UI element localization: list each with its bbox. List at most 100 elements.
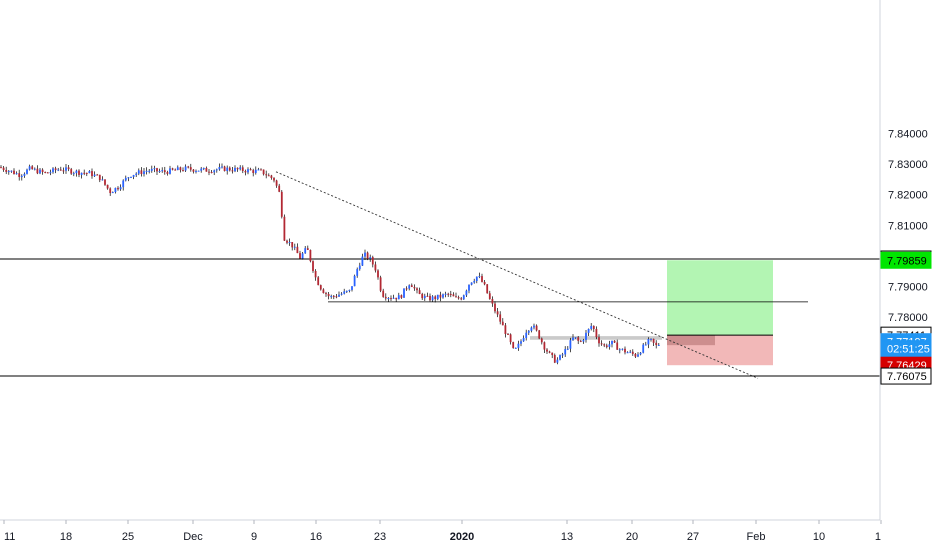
price-tick-label: 7.79000 <box>888 282 928 294</box>
candle-body <box>28 166 31 170</box>
candle-body <box>20 175 23 178</box>
trend-line[interactable] <box>275 171 759 379</box>
candle-body <box>613 340 616 343</box>
candle-body <box>634 353 637 357</box>
candle-body <box>286 240 288 243</box>
candle-body <box>62 170 65 172</box>
candle-body <box>431 296 434 301</box>
candle-body <box>556 359 559 363</box>
price-tag: 7.79859 <box>880 251 932 269</box>
candle-body <box>210 172 213 174</box>
candle-body <box>600 343 603 345</box>
candle-body <box>205 167 208 172</box>
candle-body <box>65 167 67 171</box>
candle-body <box>371 257 374 265</box>
candle-body <box>462 295 465 300</box>
profit-zone[interactable] <box>667 260 773 336</box>
time-axis[interactable]: 11 18 25 Dec 9 16 23 2020 13 20 27 Feb 10 1 <box>3 520 882 543</box>
candle-body <box>338 294 340 297</box>
candle-body <box>288 241 291 243</box>
time-tick-label: 16 <box>310 531 322 543</box>
candle-body <box>33 168 36 170</box>
candle-body <box>267 175 270 177</box>
candle-body <box>460 298 463 300</box>
candle-body <box>44 172 47 174</box>
candle-body <box>504 325 507 334</box>
candle-body <box>10 170 13 172</box>
candle-body <box>158 171 161 173</box>
candle-body <box>382 290 385 297</box>
candle-body <box>444 293 447 295</box>
candle-body <box>483 281 486 285</box>
price-tick-label: 7.82000 <box>888 190 928 202</box>
candle-body <box>169 168 171 174</box>
candle-body <box>426 295 429 297</box>
candle-body <box>416 288 418 291</box>
candle-body <box>491 299 494 304</box>
candle-body <box>439 294 442 298</box>
candle-body <box>561 354 564 356</box>
candle-body <box>418 290 421 295</box>
candle-body <box>187 166 190 168</box>
candle-body <box>244 170 247 173</box>
candle-body <box>538 330 541 339</box>
candle-body <box>512 342 515 348</box>
descending-trend-line[interactable] <box>275 171 759 379</box>
price-axis[interactable]: 7.840007.830007.820007.810007.800007.790… <box>888 129 928 325</box>
candle-body <box>590 325 593 329</box>
candle-body <box>403 288 405 298</box>
candle-body <box>400 295 403 298</box>
candle-body <box>278 185 281 192</box>
time-tick-label: 23 <box>374 531 386 543</box>
candle-body <box>366 252 369 259</box>
consolidation-zone[interactable] <box>530 336 662 340</box>
candle-body <box>384 296 387 299</box>
candle-body <box>179 167 182 171</box>
candle-body <box>98 174 101 181</box>
horizontal-levels[interactable] <box>0 258 880 377</box>
candle-body <box>629 351 632 353</box>
candle-body <box>150 169 153 171</box>
candle-body <box>522 338 525 342</box>
position-tool[interactable] <box>530 260 773 366</box>
candle-body <box>605 345 608 347</box>
candle-body <box>517 343 520 348</box>
time-tick-label: 13 <box>561 531 573 543</box>
candle-body <box>351 286 353 290</box>
candle-body <box>397 295 400 300</box>
candle-body <box>293 246 296 248</box>
candle-body <box>7 171 10 173</box>
candle-body <box>111 192 114 194</box>
candle-body <box>247 169 249 173</box>
candle-body <box>67 167 70 170</box>
candle-body <box>540 338 543 343</box>
candle-body <box>356 269 359 276</box>
candle-body <box>392 297 395 299</box>
candle-body <box>166 172 169 174</box>
time-tick-label: 1 <box>875 531 881 543</box>
entry-handle[interactable] <box>667 335 715 346</box>
candle-body <box>564 349 567 355</box>
candle-body <box>124 177 127 181</box>
candle-body <box>447 293 450 295</box>
candle-body <box>273 177 275 181</box>
candle-body <box>535 325 538 331</box>
candle-body <box>603 344 606 346</box>
candle-body <box>595 329 598 338</box>
candle-body <box>257 169 260 171</box>
price-tick-label: 7.81000 <box>888 220 928 232</box>
candle-body <box>553 355 556 363</box>
candle-body <box>171 168 174 170</box>
candle-body <box>353 275 356 287</box>
candle-body <box>306 248 309 250</box>
candle-body <box>322 289 325 294</box>
candle-body <box>494 303 496 312</box>
candle-body <box>644 344 647 346</box>
candle-body <box>429 295 431 301</box>
candle-body <box>96 174 99 176</box>
candle-body <box>249 169 252 171</box>
candle-body <box>319 285 322 290</box>
candle-body <box>54 168 57 171</box>
candle-body <box>49 172 52 174</box>
